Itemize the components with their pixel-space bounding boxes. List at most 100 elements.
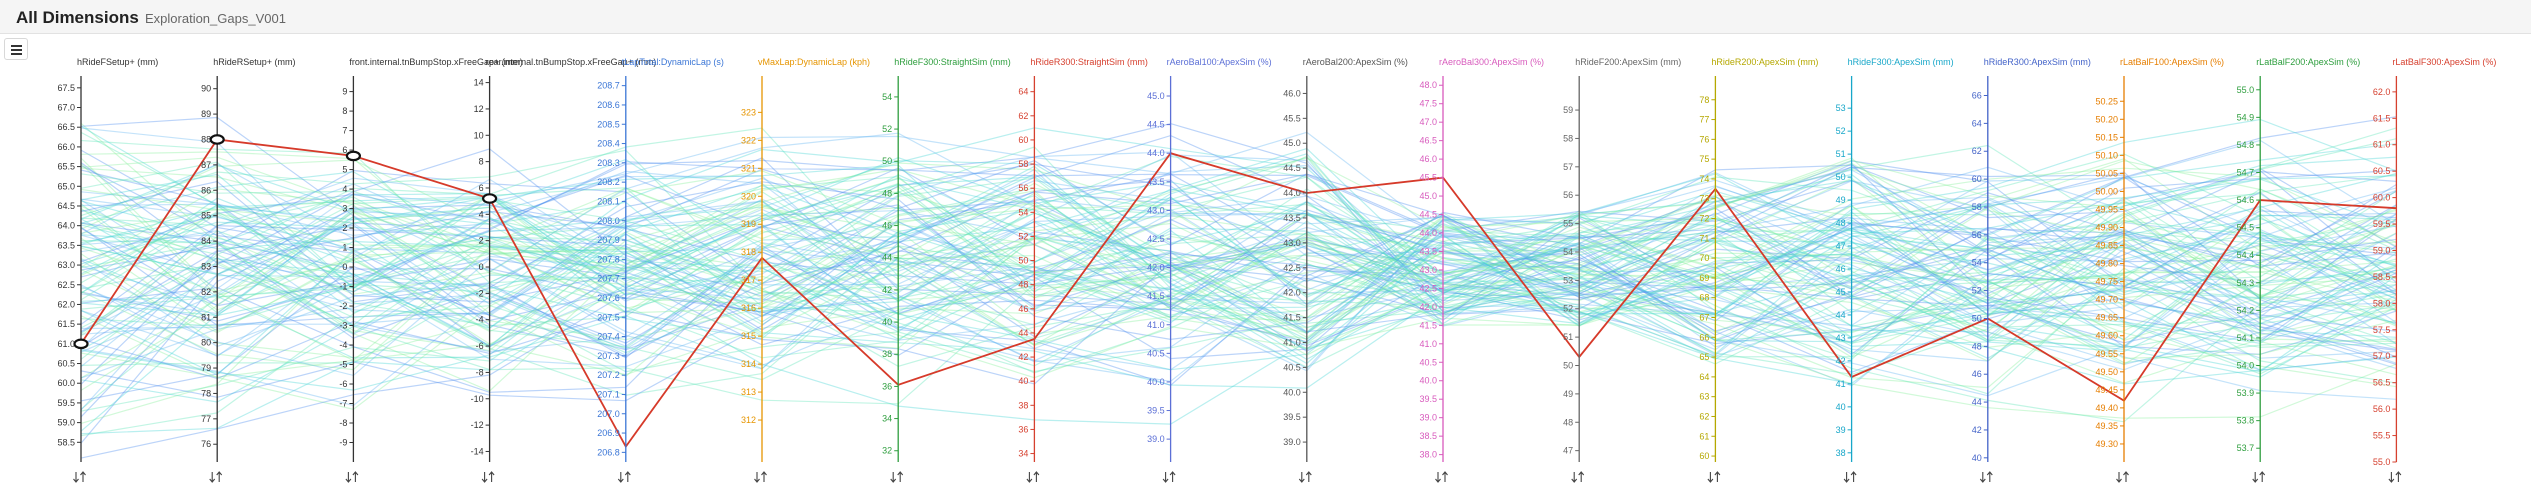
filter-handle[interactable] <box>209 134 225 145</box>
tick-label: 1 <box>342 243 347 253</box>
data-line <box>80 165 2397 348</box>
axis-label[interactable]: hRideRSetup+ (mm) <box>213 57 295 67</box>
tick-label: 83 <box>201 261 211 271</box>
tick-label: 6 <box>342 145 347 155</box>
tick-label: 66.0 <box>57 142 75 152</box>
tick-label: 43 <box>1836 333 1846 343</box>
tick-label: 50.15 <box>2095 132 2118 142</box>
sort-arrows-icon[interactable] <box>890 471 904 483</box>
tick-label: 49.40 <box>2095 403 2118 413</box>
axis-label[interactable]: rAeroBal300:ApexSim (%) <box>1439 57 1544 67</box>
tick-label: 48 <box>1018 280 1028 290</box>
sort-arrows-icon[interactable] <box>345 471 359 483</box>
tick-label: -3 <box>339 321 347 331</box>
sort-arrows-icon[interactable] <box>2116 471 2129 483</box>
axis: rLatBalF100:ApexSim (%) 49.30 49.35 49.40 49… <box>2095 57 2224 483</box>
tick-label: 312 <box>741 415 756 425</box>
axis-label[interactable]: front.internal.tnBumpStop.xFreeGap+ (mm) <box>349 57 522 67</box>
filter-handle[interactable] <box>73 338 89 350</box>
axis-label[interactable]: hRideR300:StraightSim (mm) <box>1030 57 1148 67</box>
tick-label: 65.0 <box>57 181 75 191</box>
tick-label: 49.90 <box>2095 223 2118 233</box>
hamburger-menu-icon[interactable] <box>4 38 28 60</box>
tick-label: 4 <box>342 184 347 194</box>
tick-label: 32 <box>882 446 892 456</box>
tick-label: 55.0 <box>2237 85 2255 95</box>
data-line <box>80 196 2397 412</box>
axis: rAeroBal300:ApexSim (%) 38.0 38.5 39.0 39.5 4… <box>1419 57 1544 483</box>
sort-arrows-icon[interactable] <box>1707 471 1721 483</box>
tick-label: 42.5 <box>1419 283 1437 293</box>
data-line <box>80 164 2397 411</box>
tick-label: 44 <box>1836 310 1846 320</box>
axis-label[interactable]: hRideF300:StraightSim (mm) <box>894 57 1011 67</box>
tick-label: 12 <box>474 104 484 114</box>
data-line <box>80 188 2397 353</box>
filter-handle[interactable] <box>345 150 361 162</box>
tick-label: -2 <box>339 301 347 311</box>
data-lines <box>80 116 2397 459</box>
data-line <box>80 176 2397 357</box>
data-line <box>80 233 2397 379</box>
sort-arrows-icon[interactable] <box>481 471 495 483</box>
tick-label: 52 <box>1836 126 1846 136</box>
axis-label[interactable]: hRideFSetup+ (mm) <box>77 57 158 67</box>
filter-handle[interactable] <box>482 193 498 204</box>
data-line <box>80 172 2397 325</box>
sort-arrows-icon[interactable] <box>209 471 223 483</box>
axis-label[interactable]: rAeroBal200:ApexSim (%) <box>1303 57 1408 67</box>
tick-label: 42.0 <box>1419 302 1437 312</box>
sort-arrows-icon[interactable] <box>1435 471 1448 483</box>
axis-label[interactable]: rAeroBal100:ApexSim (%) <box>1167 57 1272 67</box>
axis-label[interactable]: hRideR300:ApexSim (mm) <box>1984 57 2091 67</box>
tick-label: 46 <box>1836 264 1846 274</box>
axis-label[interactable]: tLapTotal:DynamicLap (s) <box>622 57 724 67</box>
sort-arrows-icon[interactable] <box>1026 471 1040 483</box>
tick-label: 50.10 <box>2095 150 2118 160</box>
tick-label: 49.35 <box>2095 421 2118 431</box>
sort-arrows-icon[interactable] <box>2388 471 2402 483</box>
tick-label: 56.0 <box>2373 404 2391 414</box>
axis-label[interactable]: rLatBalF300:ApexSim (%) <box>2392 57 2496 67</box>
tick-label: 208.7 <box>597 81 620 91</box>
axis: front.internal.tnBumpStop.xFreeGap+ (mm)… <box>339 57 523 483</box>
axis-label[interactable]: rear.internal.tnBumpStop.xFreeGap+ (mm) <box>486 57 657 67</box>
sort-arrows-icon[interactable] <box>1979 471 1993 483</box>
axis-label[interactable]: hRideR200:ApexSim (mm) <box>1711 57 1818 67</box>
data-line <box>80 161 2397 376</box>
tick-label: 44 <box>882 253 892 263</box>
data-line <box>80 190 2397 432</box>
axis: hRideF300:ApexSim (mm) 38 39 40 41 42 43 44 45 46… <box>1836 57 1954 483</box>
axis-label[interactable]: hRideF200:ApexSim (mm) <box>1575 57 1681 67</box>
data-line <box>80 174 2397 410</box>
sort-arrows-icon[interactable] <box>1162 471 1176 483</box>
sort-arrows-icon[interactable] <box>1298 471 1312 483</box>
highlighted-line <box>80 138 2397 449</box>
tick-label: 41.5 <box>1147 291 1165 301</box>
axis-label[interactable]: vMaxLap:DynamicLap (kph) <box>758 57 870 67</box>
sort-arrows-icon[interactable] <box>754 471 767 483</box>
tick-label: 49.55 <box>2095 349 2118 359</box>
sort-arrows-icon[interactable] <box>73 471 86 483</box>
sort-arrows-icon[interactable] <box>617 471 631 483</box>
data-line <box>80 122 2397 352</box>
data-line <box>80 177 2397 358</box>
sort-arrows-icon[interactable] <box>1571 471 1585 483</box>
tick-label: 49 <box>1836 195 1846 205</box>
tick-label: 6 <box>479 183 484 193</box>
tick-label: 40 <box>1836 402 1846 412</box>
axis-label[interactable]: rLatBalF100:ApexSim (%) <box>2120 57 2224 67</box>
tick-label: 67.0 <box>57 103 75 113</box>
axis-label[interactable]: hRideF300:ApexSim (mm) <box>1848 57 1954 67</box>
tick-label: 40.5 <box>1283 362 1301 372</box>
tick-label: 36 <box>1018 424 1028 434</box>
data-line <box>80 198 2397 359</box>
tick-label: 53.8 <box>2237 416 2255 426</box>
tick-label: 50 <box>882 156 892 166</box>
sort-arrows-icon[interactable] <box>2252 471 2266 483</box>
tick-label: 70 <box>1699 253 1709 263</box>
tick-label: 61.0 <box>2373 140 2391 150</box>
sort-arrows-icon[interactable] <box>1843 471 1857 483</box>
axis-label[interactable]: rLatBalF200:ApexSim (%) <box>2256 57 2360 67</box>
data-line <box>80 139 2397 351</box>
